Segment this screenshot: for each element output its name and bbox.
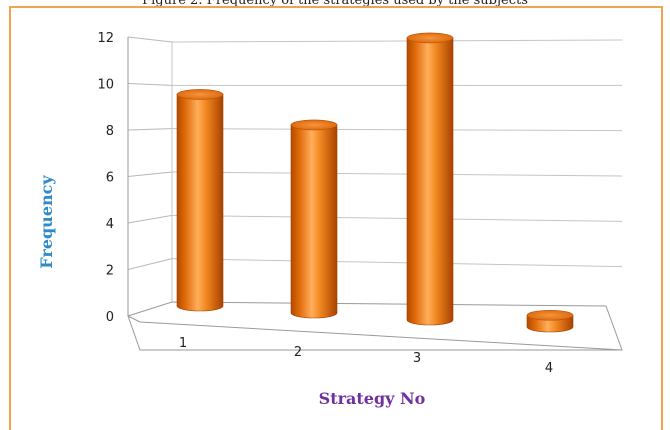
bar-1 (176, 89, 224, 312)
floor-edge (127, 315, 141, 323)
y-tick-label: 0 (106, 310, 114, 325)
grid-layer (127, 36, 623, 270)
x-tick-label: 4 (545, 361, 553, 376)
x-tick-label: 3 (413, 351, 421, 366)
bar-2 (290, 119, 338, 319)
y-tick-label: 12 (97, 31, 114, 46)
y-axis-title: Frequency (37, 175, 56, 269)
y-tick-label: 6 (106, 171, 114, 186)
gridline (171, 128, 623, 132)
bar-body (176, 94, 224, 312)
bar-top (176, 89, 224, 100)
figure-caption: Figure 2: Frequency of the strategies us… (142, 0, 528, 8)
x-tick-label: 1 (179, 336, 187, 351)
gridline-side (127, 258, 173, 270)
y-tick-label: 2 (106, 264, 114, 279)
gridline-side (127, 128, 173, 131)
x-axis-line (139, 321, 623, 351)
gridline (171, 171, 623, 177)
bar-body (406, 37, 454, 326)
bar-top (290, 119, 338, 131)
y-tick-label: 4 (106, 217, 114, 232)
y-tick-label: 8 (106, 124, 114, 139)
bar-4 (526, 309, 574, 333)
gridline-side (127, 171, 173, 177)
gridline-side (127, 214, 173, 224)
gridline (171, 258, 623, 268)
gridline (171, 214, 623, 222)
bar-body (290, 124, 338, 319)
x-axis-title: Strategy No (319, 389, 426, 408)
gridline-side (127, 36, 173, 43)
x-tick-label: 2 (294, 345, 302, 360)
axis-layer (127, 37, 623, 351)
bar-layer (176, 32, 574, 333)
bar-3 (406, 32, 454, 326)
gridline-side (127, 83, 173, 86)
gridline (171, 39, 623, 43)
floor-plane (127, 301, 623, 351)
bar-top (526, 309, 574, 321)
bar-top (406, 32, 454, 44)
chart-frame (9, 6, 663, 430)
y-tick-label: 10 (97, 78, 114, 93)
